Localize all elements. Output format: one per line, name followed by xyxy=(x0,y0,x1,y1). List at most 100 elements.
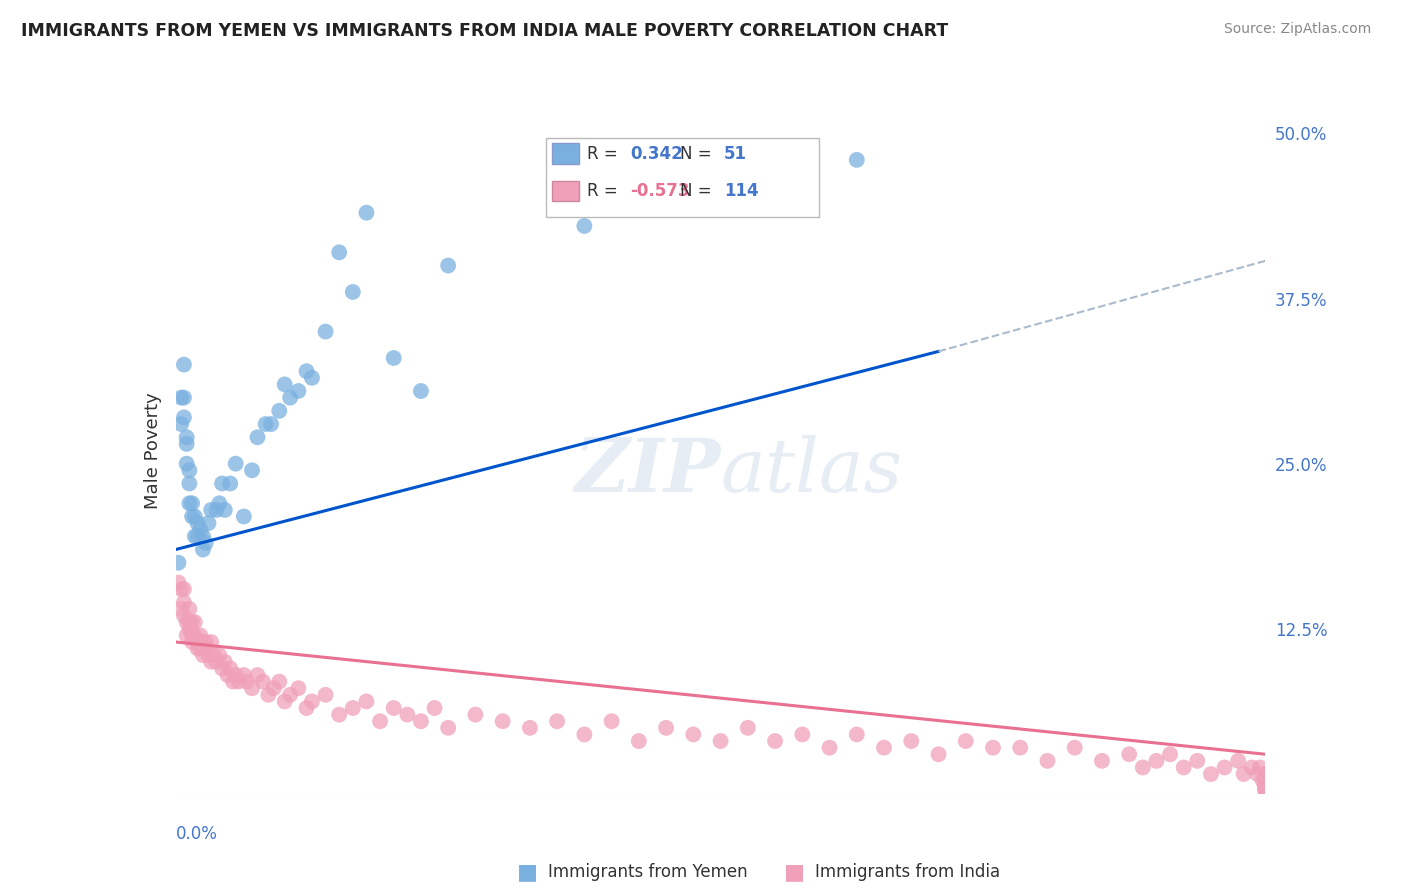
Text: IMMIGRANTS FROM YEMEN VS IMMIGRANTS FROM INDIA MALE POVERTY CORRELATION CHART: IMMIGRANTS FROM YEMEN VS IMMIGRANTS FROM… xyxy=(21,22,948,40)
Point xyxy=(173,582,195,596)
Point xyxy=(202,648,225,663)
Point xyxy=(710,734,733,748)
Point xyxy=(176,457,198,471)
Point xyxy=(328,707,350,722)
Point xyxy=(246,430,269,444)
Point xyxy=(437,259,460,273)
Point xyxy=(200,655,222,669)
Point xyxy=(301,371,323,385)
Point xyxy=(257,688,280,702)
FancyBboxPatch shape xyxy=(551,180,579,201)
Point xyxy=(356,205,378,219)
Point xyxy=(176,430,198,444)
Point xyxy=(170,391,193,405)
Point xyxy=(176,437,198,451)
Text: N =: N = xyxy=(681,145,717,162)
Point xyxy=(188,628,211,642)
Point xyxy=(1254,781,1277,796)
Point xyxy=(208,496,231,510)
Text: ZIP: ZIP xyxy=(574,434,721,508)
Point xyxy=(1091,754,1114,768)
Point xyxy=(818,740,841,755)
Point xyxy=(173,391,195,405)
Point xyxy=(328,245,350,260)
Point xyxy=(955,734,977,748)
Point xyxy=(492,714,515,729)
Point xyxy=(176,628,198,642)
Text: Immigrants from India: Immigrants from India xyxy=(815,863,1001,881)
Point xyxy=(186,529,209,543)
Point xyxy=(274,694,297,708)
Point xyxy=(219,661,242,675)
Text: atlas: atlas xyxy=(721,434,903,508)
Point xyxy=(222,674,245,689)
Point xyxy=(200,503,222,517)
Text: 51: 51 xyxy=(724,145,747,162)
Point xyxy=(197,516,219,530)
Point xyxy=(1254,783,1277,797)
Text: 0.342: 0.342 xyxy=(630,145,683,162)
Text: R =: R = xyxy=(586,182,623,200)
Point xyxy=(184,529,207,543)
Point xyxy=(682,727,704,741)
Point xyxy=(194,536,217,550)
Point xyxy=(205,503,228,517)
Point xyxy=(214,503,236,517)
Point xyxy=(173,595,195,609)
Point xyxy=(179,615,201,630)
Point xyxy=(287,384,309,398)
Point xyxy=(170,417,193,431)
Point xyxy=(1254,767,1277,781)
Point xyxy=(710,179,733,194)
Point xyxy=(396,707,419,722)
Point xyxy=(188,523,211,537)
Point xyxy=(737,721,759,735)
Point xyxy=(409,714,432,729)
Point xyxy=(181,615,204,630)
Point xyxy=(278,688,301,702)
Point xyxy=(200,635,222,649)
FancyBboxPatch shape xyxy=(546,138,818,217)
Point xyxy=(269,674,291,689)
Point xyxy=(1132,760,1154,774)
Point xyxy=(197,648,219,663)
Text: ■: ■ xyxy=(517,863,537,882)
Point xyxy=(1254,776,1277,790)
Point xyxy=(274,377,297,392)
Point xyxy=(295,701,318,715)
Point xyxy=(263,681,285,696)
Point xyxy=(1254,783,1277,797)
Point xyxy=(184,628,207,642)
Point xyxy=(600,714,623,729)
Point xyxy=(278,391,301,405)
Point xyxy=(1173,760,1195,774)
Text: 0.0%: 0.0% xyxy=(176,825,218,843)
Point xyxy=(235,674,257,689)
Point xyxy=(219,476,242,491)
Point xyxy=(900,734,922,748)
Text: N =: N = xyxy=(681,182,717,200)
Point xyxy=(211,661,233,675)
Point xyxy=(763,734,786,748)
Point xyxy=(368,714,391,729)
Point xyxy=(1118,747,1140,762)
Point xyxy=(167,556,190,570)
Text: -0.573: -0.573 xyxy=(630,182,689,200)
FancyBboxPatch shape xyxy=(551,144,579,164)
Point xyxy=(254,417,277,431)
Point xyxy=(232,509,254,524)
Y-axis label: Male Poverty: Male Poverty xyxy=(143,392,162,508)
Point xyxy=(1227,754,1250,768)
Point xyxy=(179,496,201,510)
Point xyxy=(873,740,896,755)
Point xyxy=(301,694,323,708)
Point xyxy=(1036,754,1059,768)
Point xyxy=(214,655,236,669)
Text: Source: ZipAtlas.com: Source: ZipAtlas.com xyxy=(1223,22,1371,37)
Point xyxy=(191,542,214,557)
Point xyxy=(382,701,405,715)
Point xyxy=(423,701,446,715)
Point xyxy=(655,721,678,735)
Point xyxy=(167,575,190,590)
Point xyxy=(184,509,207,524)
